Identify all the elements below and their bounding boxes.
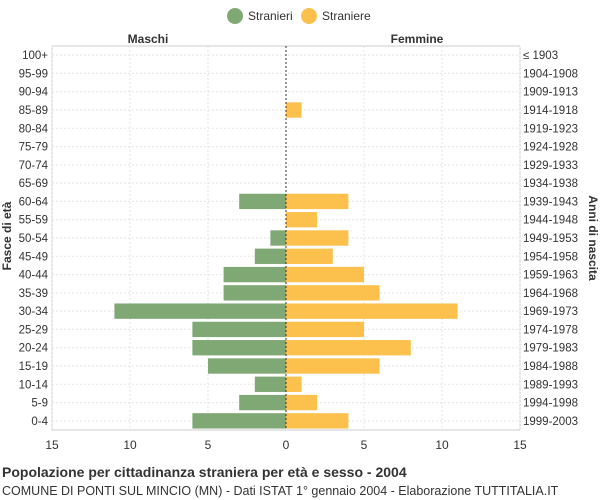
age-group-label: 5-9 <box>31 398 48 410</box>
bar-straniere-40-44 <box>286 266 364 283</box>
birth-year-label: 1909-1913 <box>523 87 578 99</box>
bar-straniere-30-34 <box>286 303 458 319</box>
birth-year-label: 1974-1978 <box>523 324 578 336</box>
legend-swatch-straniere <box>301 8 317 24</box>
age-group-label: 60-64 <box>19 196 49 208</box>
bar-straniere-60-64 <box>286 193 349 210</box>
bar-stranieri-30-34 <box>114 303 287 319</box>
bar-stranieri-50-54 <box>270 230 286 246</box>
birth-year-label: 1999-2003 <box>523 416 578 428</box>
birth-year-label: 1994-1998 <box>523 398 578 410</box>
x-tick-label: 0 <box>283 438 290 452</box>
x-tick-label: 10 <box>435 438 449 452</box>
bar-straniere-10-14 <box>286 376 302 392</box>
age-group-label: 65-69 <box>19 178 48 190</box>
bar-stranieri-20-24 <box>192 340 286 356</box>
bar-straniere-15-19 <box>286 358 380 374</box>
bar-straniere-50-54 <box>286 230 349 246</box>
birth-year-label: 1979-1983 <box>523 343 578 355</box>
legend-swatch-stranieri <box>227 8 243 24</box>
age-group-label: 15-19 <box>19 361 48 373</box>
age-group-label: 45-49 <box>19 251 48 263</box>
x-tick-label: 5 <box>205 438 212 452</box>
legend-label-straniere: Straniere <box>322 9 371 23</box>
bar-stranieri-0-4 <box>192 413 286 429</box>
age-group-label: 10-14 <box>19 379 49 391</box>
age-group-label: 90-94 <box>19 87 49 99</box>
bar-stranieri-45-49 <box>254 248 286 264</box>
x-tick-label: 10 <box>123 438 137 452</box>
maschi-header: Maschi <box>128 32 169 46</box>
birth-year-label: 1919-1923 <box>523 123 578 135</box>
bar-stranieri-35-39 <box>223 285 286 301</box>
age-group-label: 50-54 <box>19 233 49 245</box>
age-group-label: 0-4 <box>31 416 48 428</box>
birth-year-label: 1959-1963 <box>523 270 578 282</box>
legend: Stranieri Straniere <box>227 8 371 24</box>
age-group-label: 40-44 <box>19 270 49 282</box>
bar-straniere-55-59 <box>286 212 318 228</box>
birth-year-label: 1984-1988 <box>523 361 578 373</box>
age-group-label: 55-59 <box>19 215 48 227</box>
y-axis-right-label: Anni di nascita <box>586 195 600 281</box>
birth-year-label: 1934-1938 <box>523 178 578 190</box>
birth-year-label: 1954-1958 <box>523 251 578 263</box>
age-group-label: 70-74 <box>19 160 49 172</box>
bar-straniere-5-9 <box>286 394 318 411</box>
bar-stranieri-5-9 <box>239 394 286 411</box>
birth-year-label: ≤ 1903 <box>523 50 558 62</box>
bars <box>114 102 458 429</box>
population-pyramid-chart: 100+ 95-99 90-94 85-89 80-84 75-79 70-74 65-69 6… <box>0 8 600 452</box>
age-group-label: 20-24 <box>19 343 49 355</box>
birth-year-label: 1944-1948 <box>523 215 578 227</box>
birth-year-label: 1914-1918 <box>523 105 578 117</box>
chart-title: Popolazione per cittadinanza straniera p… <box>2 464 407 480</box>
bar-straniere-35-39 <box>286 285 380 301</box>
birth-year-label: 1924-1928 <box>523 142 578 154</box>
birth-year-label: 1949-1953 <box>523 233 578 245</box>
age-group-label: 35-39 <box>19 288 48 300</box>
age-group-label: 75-79 <box>19 142 48 154</box>
birth-year-label: 1929-1933 <box>523 160 578 172</box>
bar-straniere-25-29 <box>286 321 364 338</box>
age-group-label: 25-29 <box>19 324 48 336</box>
bar-straniere-20-24 <box>286 340 411 356</box>
legend-label-stranieri: Stranieri <box>248 9 293 23</box>
bar-stranieri-25-29 <box>192 321 286 338</box>
x-tick-label: 15 <box>45 438 59 452</box>
birth-year-label: 1969-1973 <box>523 306 578 318</box>
chart-subtitle: COMUNE DI PONTI SUL MINCIO (MN) - Dati I… <box>2 484 559 498</box>
bar-straniere-0-4 <box>286 413 349 429</box>
bar-stranieri-15-19 <box>208 358 286 374</box>
y-axis-left-label: Fasce di età <box>0 201 14 270</box>
bar-stranieri-40-44 <box>223 266 286 283</box>
x-tick-label: 15 <box>513 438 527 452</box>
axes: 100+ 95-99 90-94 85-89 80-84 75-79 70-74 65-69 6… <box>19 46 578 452</box>
bar-straniere-85-89 <box>286 102 302 118</box>
age-group-label: 85-89 <box>19 105 48 117</box>
femmine-header: Femmine <box>391 32 444 46</box>
birth-year-label: 1939-1943 <box>523 196 578 208</box>
age-group-label: 100+ <box>22 50 48 62</box>
age-group-label: 95-99 <box>19 68 48 80</box>
bar-stranieri-60-64 <box>239 193 286 210</box>
birth-year-label: 1989-1993 <box>523 379 578 391</box>
bar-stranieri-10-14 <box>254 376 286 392</box>
birth-year-label: 1904-1908 <box>523 68 578 80</box>
x-tick-label: 5 <box>361 438 368 452</box>
age-group-label: 30-34 <box>19 306 49 318</box>
bar-straniere-45-49 <box>286 248 333 264</box>
birth-year-label: 1964-1968 <box>523 288 578 300</box>
age-group-label: 80-84 <box>19 123 49 135</box>
